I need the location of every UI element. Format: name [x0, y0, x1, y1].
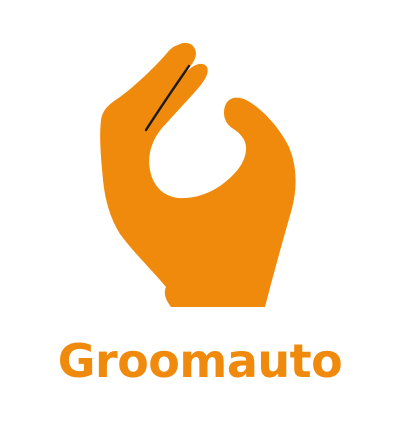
brand-wordmark: Groomauto — [57, 334, 343, 388]
finger-divider-line — [144, 64, 191, 132]
hand-shape — [100, 42, 296, 307]
hand-gesture-logo-icon — [100, 42, 296, 307]
